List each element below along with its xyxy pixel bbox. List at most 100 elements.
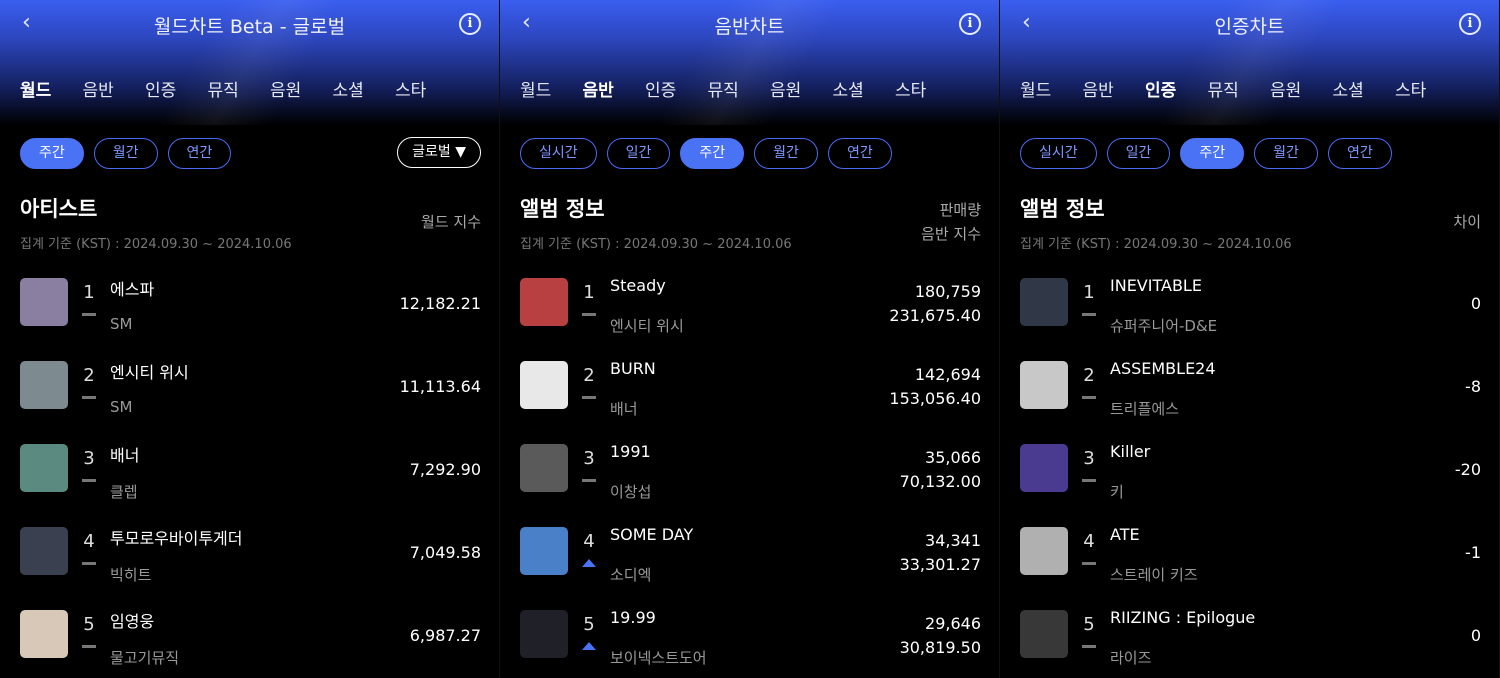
index-value: 231,675.40: [889, 306, 981, 325]
chart-row[interactable]: 3 Killer 키 -20: [1000, 436, 1499, 519]
tab-3[interactable]: 뮤직: [1207, 81, 1239, 101]
thumbnail-image[interactable]: [520, 444, 568, 492]
thumbnail-image[interactable]: [520, 278, 568, 326]
item-name[interactable]: INEVITABLE: [1110, 276, 1202, 295]
tab-1[interactable]: 음반: [582, 81, 614, 101]
thumbnail-image[interactable]: [1020, 444, 1068, 492]
period-chip[interactable]: 월간: [93, 138, 158, 169]
chart-row[interactable]: 2 ASSEMBLE24 트리플에스 -8: [1000, 353, 1499, 436]
period-chip[interactable]: 주간: [1180, 138, 1245, 169]
tab-6[interactable]: 스타: [1395, 81, 1427, 101]
thumbnail-image[interactable]: [520, 361, 568, 409]
thumbnail-image[interactable]: [20, 527, 68, 575]
chart-row[interactable]: 5 RIIZING : Epilogue 라이즈 0: [1000, 602, 1499, 678]
chart-row[interactable]: 5 임영웅 물고기뮤직 6,987.27: [0, 602, 499, 678]
period-chip[interactable]: 실시간: [1020, 138, 1097, 169]
tab-0[interactable]: 월드: [1020, 81, 1052, 101]
chart-row[interactable]: 3 1991 이창섭 35,066 70,132.00: [500, 436, 999, 519]
chart-row[interactable]: 4 투모로우바이투게더 빅히트 7,049.58: [0, 519, 499, 602]
chart-row[interactable]: 1 INEVITABLE 슈퍼주니어-D&E 0: [1000, 270, 1499, 353]
item-name[interactable]: 투모로우바이투게더: [110, 529, 243, 548]
tab-6[interactable]: 스타: [395, 81, 427, 101]
period-chip[interactable]: 월간: [754, 138, 818, 169]
tab-1[interactable]: 음반: [1082, 81, 1114, 101]
item-artist: 슈퍼주니어-D&E: [1110, 317, 1218, 335]
period-chip[interactable]: 연간: [167, 138, 232, 169]
chart-row[interactable]: 1 Steady 엔시티 위시 180,759 231,675.40: [500, 270, 999, 353]
thumbnail-image[interactable]: [20, 444, 68, 492]
tab-3[interactable]: 뮤직: [707, 81, 739, 101]
chart-list: 1 Steady 엔시티 위시 180,759 231,675.40 2 BURN 배너 142…: [500, 270, 999, 678]
rank-same-icon: [82, 562, 96, 565]
info-icon[interactable]: i: [1459, 13, 1481, 35]
thumbnail-image[interactable]: [20, 610, 68, 658]
tab-1[interactable]: 음반: [82, 81, 114, 101]
tab-5[interactable]: 소셜: [1332, 81, 1364, 101]
item-name[interactable]: SOME DAY: [610, 525, 694, 544]
thumbnail-image[interactable]: [20, 278, 68, 326]
score-value: 0: [1470, 626, 1481, 645]
period-chip[interactable]: 일간: [606, 138, 671, 169]
tab-2[interactable]: 인증: [645, 81, 677, 101]
item-name[interactable]: Steady: [610, 276, 666, 295]
item-name[interactable]: BURN: [610, 359, 656, 378]
item-name[interactable]: ATE: [1110, 525, 1140, 544]
item-artist: 배너: [610, 400, 638, 418]
tab-4[interactable]: 음원: [770, 81, 802, 101]
period-chip[interactable]: 월간: [1254, 138, 1318, 169]
tab-6[interactable]: 스타: [895, 81, 927, 101]
chart-row[interactable]: 4 ATE 스트레이 키즈 -1: [1000, 519, 1499, 602]
sales-value: 34,341: [925, 531, 981, 550]
sales-value: 142,694: [914, 365, 981, 384]
thumbnail-image[interactable]: [20, 361, 68, 409]
item-name[interactable]: Killer: [1110, 442, 1151, 461]
thumbnail-image[interactable]: [1020, 278, 1068, 326]
chart-row[interactable]: 5 19.99 보이넥스트도어 29,646 30,819.50: [500, 602, 999, 678]
info-icon[interactable]: i: [959, 13, 981, 35]
item-artist: 클렙: [110, 483, 138, 501]
region-dropdown[interactable]: 글로벌 ▼: [397, 137, 481, 168]
tab-5[interactable]: 소셜: [332, 81, 364, 101]
back-icon[interactable]: ‹: [22, 10, 31, 35]
tab-3[interactable]: 뮤직: [207, 81, 239, 101]
item-name[interactable]: 19.99: [610, 608, 656, 627]
back-icon[interactable]: ‹: [1022, 10, 1031, 35]
tab-2[interactable]: 인증: [1145, 81, 1177, 101]
aggregation-date: 집계 기준 (KST) : 2024.09.30 ~ 2024.10.06: [1020, 237, 1292, 252]
tab-0[interactable]: 월드: [520, 81, 552, 101]
thumbnail-image[interactable]: [1020, 527, 1068, 575]
item-name[interactable]: RIIZING : Epilogue: [1110, 608, 1256, 627]
chart-row[interactable]: 4 SOME DAY 소디엑 34,341 33,301.27: [500, 519, 999, 602]
tab-0[interactable]: 월드: [20, 81, 52, 101]
tab-5[interactable]: 소셜: [832, 81, 864, 101]
thumbnail-image[interactable]: [1020, 610, 1068, 658]
chart-row[interactable]: 1 에스파 SM 12,182.21: [0, 270, 499, 353]
period-chip[interactable]: 연간: [1327, 138, 1392, 169]
info-icon[interactable]: i: [459, 13, 481, 35]
item-name[interactable]: 임영웅: [110, 612, 155, 631]
score-value: 11,113.64: [399, 377, 481, 396]
period-chip[interactable]: 주간: [20, 138, 84, 169]
chart-row[interactable]: 2 엔시티 위시 SM 11,113.64: [0, 353, 499, 436]
period-chip[interactable]: 실시간: [520, 138, 597, 169]
chart-row[interactable]: 3 배너 클렙 7,292.90: [0, 436, 499, 519]
tab-4[interactable]: 음원: [270, 81, 302, 101]
rank-number: 2: [83, 365, 95, 386]
tab-4[interactable]: 음원: [1270, 81, 1302, 101]
chart-row[interactable]: 2 BURN 배너 142,694 153,056.40: [500, 353, 999, 436]
item-name[interactable]: ASSEMBLE24: [1110, 359, 1216, 378]
period-chip[interactable]: 일간: [1106, 138, 1171, 169]
item-name[interactable]: 에스파: [110, 280, 155, 299]
item-name[interactable]: 엔시티 위시: [110, 363, 189, 382]
thumbnail-image[interactable]: [1020, 361, 1068, 409]
item-name[interactable]: 배너: [110, 446, 140, 465]
thumbnail-image[interactable]: [520, 527, 568, 575]
period-chip[interactable]: 주간: [680, 138, 745, 169]
item-name[interactable]: 1991: [610, 442, 651, 461]
item-artist: 엔시티 위시: [610, 317, 684, 335]
back-icon[interactable]: ‹: [522, 10, 531, 35]
period-chip[interactable]: 연간: [827, 138, 892, 169]
thumbnail-image[interactable]: [520, 610, 568, 658]
rank-number: 4: [583, 531, 595, 552]
tab-2[interactable]: 인증: [145, 81, 177, 101]
